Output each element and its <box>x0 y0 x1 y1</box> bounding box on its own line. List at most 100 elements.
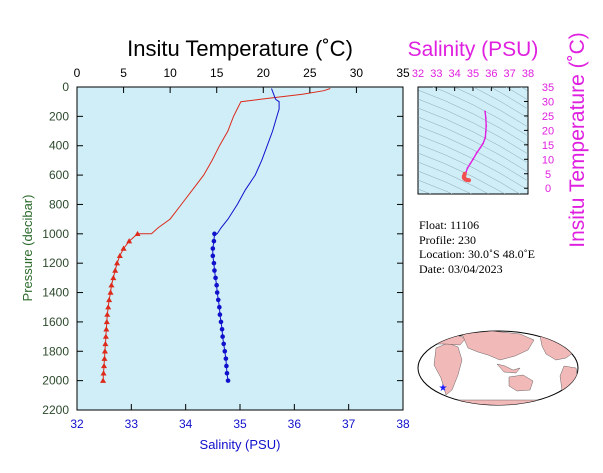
density-contour <box>432 87 528 137</box>
ts-y-tick-label: 30 <box>542 96 554 108</box>
float-info: Float: 11106 Profile: 230 Location: 30.0… <box>419 218 535 276</box>
data-point <box>100 370 107 376</box>
data-point <box>104 311 111 317</box>
ts-point <box>484 136 487 139</box>
top-tick-label: 30 <box>350 66 364 80</box>
data-point <box>101 355 108 361</box>
float-location: Location: 30.0˚S 48.0˚E <box>419 247 535 261</box>
density-contour <box>454 87 528 128</box>
ts-x-tick-label: 35 <box>467 68 479 80</box>
data-point <box>224 370 230 376</box>
data-point <box>213 275 218 281</box>
data-point <box>116 252 123 259</box>
ts-point <box>484 117 487 119</box>
data-point <box>215 297 221 303</box>
bottom-tick-label: 37 <box>342 417 356 431</box>
y-tick-label: 600 <box>49 168 69 182</box>
profile-title: Insitu Temperature (˚C) <box>127 36 353 61</box>
bottom-tick-label: 36 <box>288 417 302 431</box>
y-tick-label: 0 <box>62 80 69 94</box>
land-africa <box>433 342 463 396</box>
bottom-tick-label: 33 <box>125 417 139 431</box>
density-contour <box>418 107 528 164</box>
data-point <box>108 282 115 288</box>
profile-date: Date: 03/04/2023 <box>419 261 503 276</box>
y-tick-label: 1200 <box>42 256 69 270</box>
data-point <box>210 253 216 259</box>
data-point <box>114 260 121 266</box>
land-australia <box>508 374 534 392</box>
top-tick-label: 25 <box>303 66 317 80</box>
data-point <box>222 348 228 354</box>
density-contour <box>418 89 528 146</box>
data-point <box>120 245 127 251</box>
density-contour <box>418 179 454 194</box>
ts-title: Salinity (PSU) <box>408 38 539 61</box>
data-point <box>221 341 226 347</box>
data-point <box>134 230 141 237</box>
data-point <box>103 326 110 332</box>
ts-x-tick-label: 36 <box>485 68 497 80</box>
data-point <box>101 362 108 369</box>
top-tick-label: 15 <box>210 66 224 80</box>
ts-x-tick-label: 34 <box>449 68 461 80</box>
top-tick-label: 35 <box>396 66 410 80</box>
density-contour <box>418 116 528 173</box>
profile-plot-area <box>76 86 404 411</box>
density-contour <box>490 87 528 110</box>
ts-point <box>484 130 487 133</box>
ts-y-tick-label: 20 <box>542 125 554 137</box>
profile-axes: 0 5 10 15 20 25 30 35 32 33 34 35 36 37 38 0 200 400 600 80… <box>42 66 410 431</box>
data-point <box>102 340 109 347</box>
ts-point <box>469 162 472 165</box>
ts-y-tick-label: 15 <box>542 140 554 152</box>
density-contour <box>418 161 490 194</box>
world-map: ★ <box>417 330 579 406</box>
data-point <box>211 238 217 244</box>
data-point <box>214 282 219 288</box>
ts-point <box>482 142 484 145</box>
data-point <box>103 318 110 325</box>
ts-x-tick-label: 33 <box>430 68 442 80</box>
bottom-tick-label: 38 <box>396 417 410 431</box>
density-contour <box>418 170 473 194</box>
ts-axes: 32 33 34 35 36 37 38 0 5 10 15 20 25 30 35 <box>412 68 554 195</box>
ts-y-label: Insitu Temperature (˚C) <box>566 32 589 248</box>
y-tick-label: 1800 <box>42 344 69 358</box>
top-tick-label: 5 <box>120 66 127 80</box>
bottom-tick-label: 34 <box>179 417 193 431</box>
data-point <box>211 260 217 266</box>
density-contour <box>418 188 432 194</box>
salinity-series <box>210 88 280 383</box>
data-point <box>210 246 216 251</box>
top-tick-label: 20 <box>257 66 271 80</box>
data-point <box>105 304 112 310</box>
profile-number: Profile: 230 <box>419 232 476 247</box>
ts-point <box>485 125 488 127</box>
ts-point <box>484 110 486 113</box>
top-tick-label: 0 <box>74 66 81 80</box>
ts-y-tick-label: 10 <box>542 154 554 166</box>
data-point <box>112 267 119 273</box>
temperature-series <box>100 88 331 383</box>
density-contour <box>418 125 528 182</box>
data-point <box>126 238 133 244</box>
bottom-tick-label: 35 <box>233 417 247 431</box>
y-tick-label: 1000 <box>42 227 69 241</box>
ts-point <box>466 167 469 169</box>
profile-panel: 0 5 10 15 20 25 30 35 32 33 34 35 36 37 38 0 200 400 600 80… <box>20 36 410 452</box>
data-point <box>212 231 217 237</box>
data-point <box>223 356 229 361</box>
data-point <box>217 312 223 317</box>
data-point <box>212 268 217 273</box>
land-asia <box>461 331 535 361</box>
top-tick-label: 10 <box>163 66 177 80</box>
y-tick-label: 2000 <box>42 374 69 388</box>
ts-x-tick-label: 38 <box>522 68 534 80</box>
data-point <box>225 378 231 383</box>
data-point <box>219 326 225 332</box>
ts-series <box>461 110 488 183</box>
density-contour <box>472 87 528 119</box>
y-tick-label: 1400 <box>42 286 69 300</box>
ts-point <box>466 178 471 183</box>
